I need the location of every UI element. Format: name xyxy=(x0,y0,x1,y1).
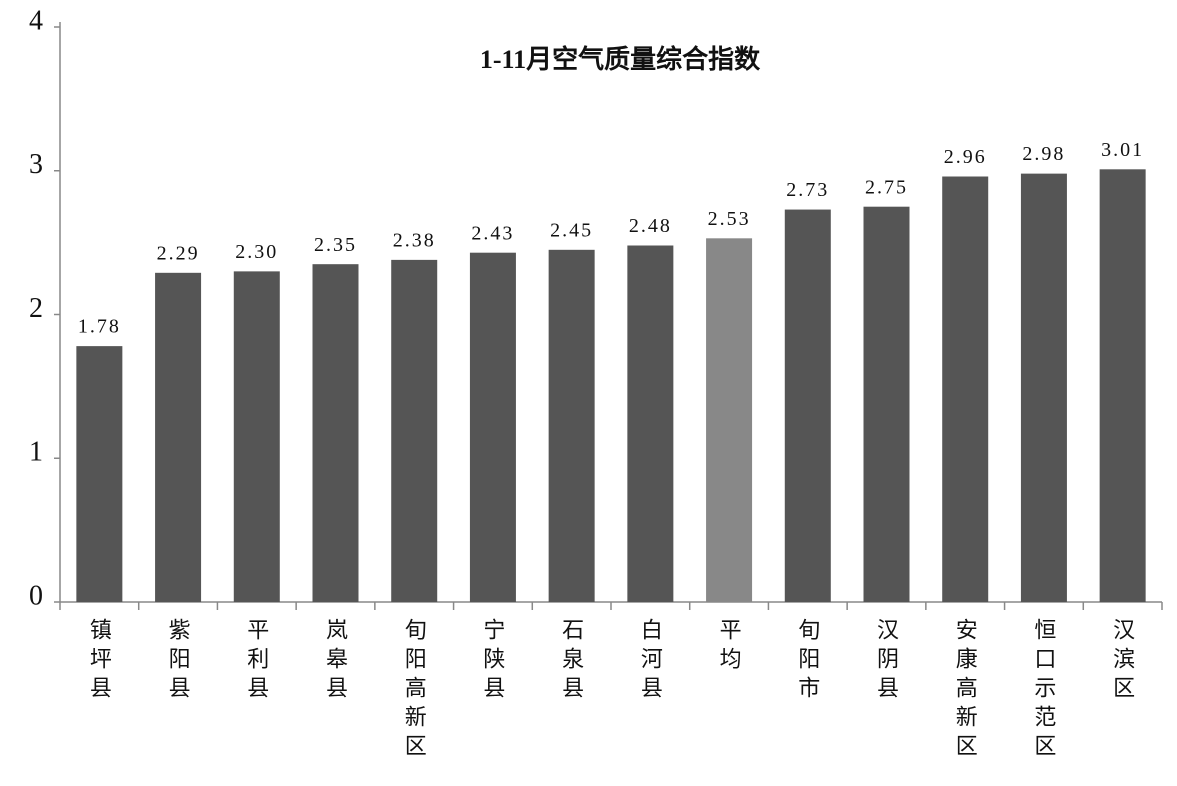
x-tick-label: 恒口示范区 xyxy=(1031,618,1056,763)
value-label: 2.96 xyxy=(944,146,987,168)
value-label: 2.53 xyxy=(708,208,751,230)
value-label: 2.98 xyxy=(1022,143,1065,165)
y-tick-label: 4 xyxy=(29,5,43,36)
y-tick-label: 0 xyxy=(29,580,43,611)
value-label: 2.48 xyxy=(629,215,672,237)
bar xyxy=(863,206,910,602)
bar xyxy=(706,238,753,602)
bar xyxy=(469,252,516,602)
bar xyxy=(1099,169,1146,602)
x-tick-label: 岚皋县 xyxy=(323,618,348,705)
x-tick-label: 平均 xyxy=(717,618,742,676)
value-label: 2.45 xyxy=(550,219,593,241)
bar xyxy=(1020,173,1067,602)
chart-title: 1-11月空气质量综合指数 xyxy=(480,44,761,74)
bar xyxy=(233,271,280,602)
bar xyxy=(627,245,674,602)
value-label: 1.78 xyxy=(78,316,121,338)
bar xyxy=(312,264,359,602)
x-tick-label: 旬阳高新区 xyxy=(402,618,427,763)
value-label: 2.73 xyxy=(786,179,829,201)
value-label: 3.01 xyxy=(1101,139,1144,161)
y-tick-label: 1 xyxy=(29,437,43,468)
y-tick-label: 2 xyxy=(29,293,43,324)
value-label: 2.38 xyxy=(393,229,436,251)
bar xyxy=(784,209,831,602)
bar xyxy=(155,272,202,602)
bar xyxy=(76,346,123,602)
value-label: 2.35 xyxy=(314,234,357,256)
value-label: 2.75 xyxy=(865,176,908,198)
value-label: 2.43 xyxy=(471,222,514,244)
x-tick-label: 汉阴县 xyxy=(874,618,899,705)
value-label: 2.29 xyxy=(157,242,200,264)
bar xyxy=(391,259,438,602)
x-tick-label: 汉滨区 xyxy=(1110,618,1135,705)
x-tick-label: 平利县 xyxy=(244,618,269,705)
value-label: 2.30 xyxy=(235,241,278,263)
x-tick-label: 旬阳市 xyxy=(795,618,820,705)
x-tick-label: 镇坪县 xyxy=(87,618,112,705)
x-tick-label: 白河县 xyxy=(638,618,663,705)
bar xyxy=(548,249,595,602)
x-tick-label: 石泉县 xyxy=(559,618,584,705)
bar xyxy=(942,176,989,602)
y-tick-label: 3 xyxy=(29,149,43,180)
x-tick-label: 宁陕县 xyxy=(480,618,505,705)
x-tick-label: 紫阳县 xyxy=(166,618,191,705)
x-tick-label: 安康高新区 xyxy=(953,618,978,763)
